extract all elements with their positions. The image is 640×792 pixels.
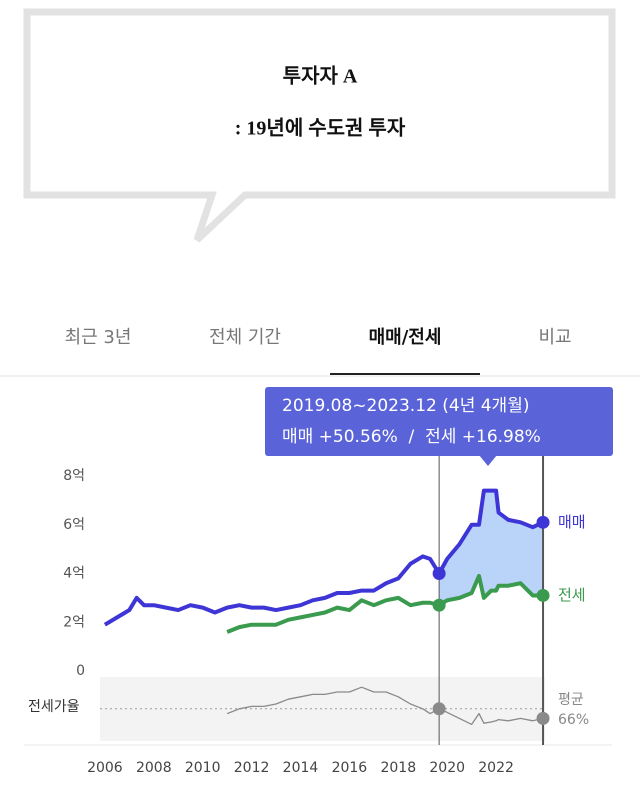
ratio-label: 전세가율: [28, 699, 80, 715]
tab[interactable]: 비교: [538, 327, 571, 348]
series-line: [226, 573, 544, 634]
series-label: 매매: [558, 513, 586, 531]
tooltip-change: 매매 +50.56% / 전세 +16.98%: [282, 427, 541, 447]
x-tick-label: 2006: [87, 760, 123, 776]
y-tick-label: 2억: [63, 614, 85, 630]
average-name: 평균: [558, 692, 584, 708]
average-value: 66%: [558, 712, 589, 728]
series-line: [226, 686, 544, 726]
tooltip-arrow: [479, 455, 497, 466]
y-tick-label: 0: [76, 663, 85, 679]
y-tick-label: 8억: [63, 468, 85, 484]
x-tick-label: 2008: [136, 760, 172, 776]
x-tick-label: 2020: [429, 760, 465, 776]
range-dot: [432, 567, 446, 580]
tab[interactable]: 전체 기간: [209, 327, 281, 348]
callout-title: 투자자 A: [283, 65, 358, 88]
callout-box: [23, 8, 616, 243]
range-dot: [432, 598, 446, 612]
range-dot: [536, 588, 550, 602]
range-dot: [536, 711, 550, 725]
y-tick-label: 4억: [63, 566, 85, 582]
y-tick-label: 6억: [63, 517, 85, 533]
range-dot: [432, 702, 446, 716]
range-dot: [536, 515, 550, 529]
x-tick-label: 2022: [478, 760, 514, 776]
tooltip-range: 2019.08~2023.12 (4년 4개월): [282, 396, 529, 416]
x-tick-label: 2010: [185, 760, 221, 776]
tooltip-box: [265, 387, 613, 456]
x-tick-label: 2014: [283, 760, 319, 776]
x-tick-label: 2016: [332, 760, 368, 776]
x-tick-label: 2018: [380, 760, 416, 776]
callout-subtitle: : 19년에 수도권 투자: [235, 117, 406, 140]
series-line: [103, 488, 544, 627]
tab[interactable]: 매매/전세: [369, 327, 442, 348]
tab[interactable]: 최근 3년: [65, 327, 132, 348]
range-fill: [439, 490, 544, 606]
series-label: 전세: [558, 586, 586, 604]
x-tick-label: 2012: [234, 760, 270, 776]
